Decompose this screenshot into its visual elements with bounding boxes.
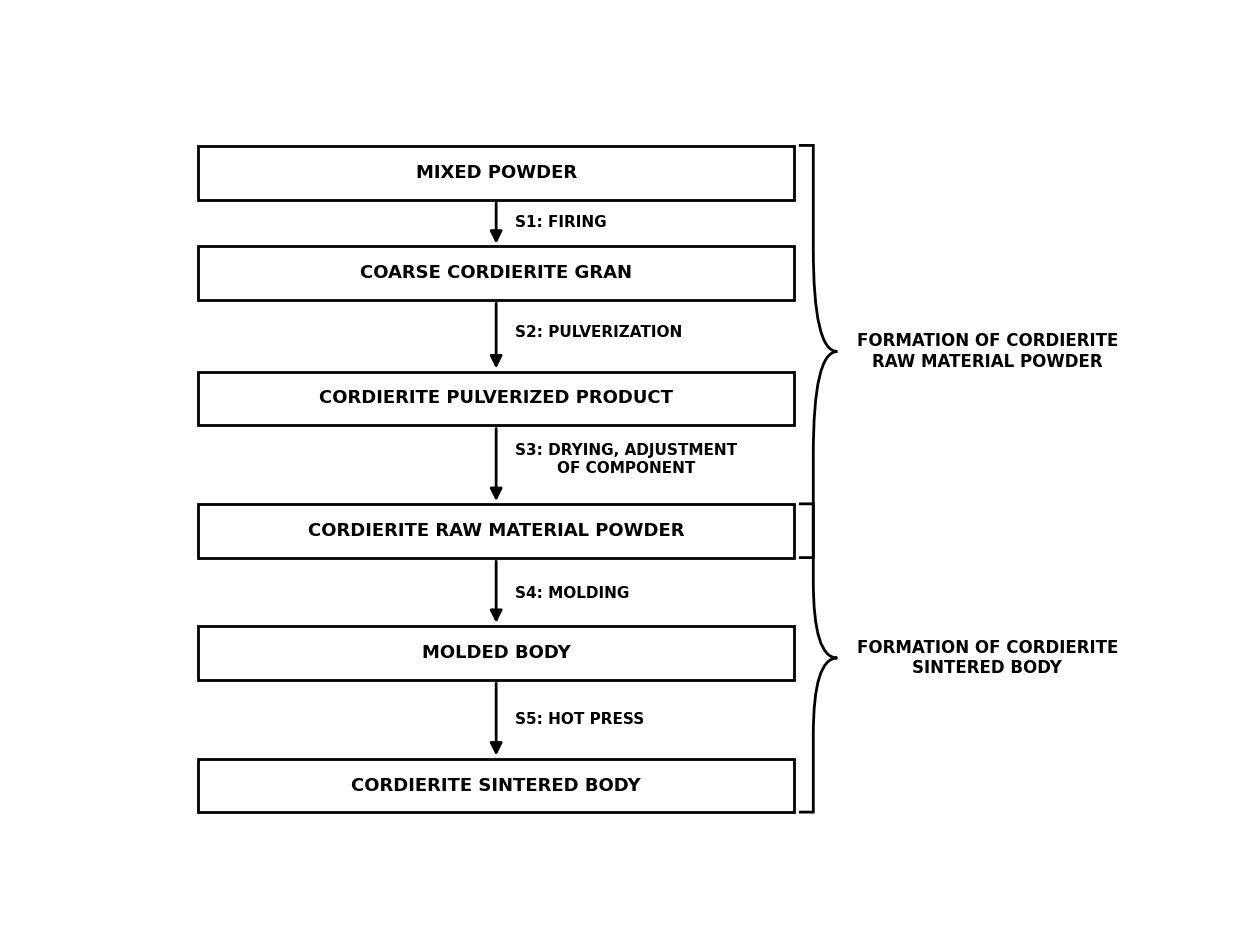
Bar [198, 626, 794, 680]
Bar [198, 371, 794, 425]
Text: COARSE CORDIERITE GRAN: COARSE CORDIERITE GRAN [360, 264, 632, 282]
Bar [198, 505, 794, 558]
Text: S5: HOT PRESS: S5: HOT PRESS [516, 712, 645, 727]
Text: CORDIERITE RAW MATERIAL POWDER: CORDIERITE RAW MATERIAL POWDER [308, 522, 684, 540]
Text: CORDIERITE SINTERED BODY: CORDIERITE SINTERED BODY [351, 776, 641, 794]
Text: MOLDED BODY: MOLDED BODY [422, 644, 570, 662]
Text: FORMATION OF CORDIERITE
RAW MATERIAL POWDER: FORMATION OF CORDIERITE RAW MATERIAL POW… [857, 331, 1118, 371]
Bar [198, 759, 794, 813]
Text: S2: PULVERIZATION: S2: PULVERIZATION [516, 325, 683, 340]
Text: FORMATION OF CORDIERITE
SINTERED BODY: FORMATION OF CORDIERITE SINTERED BODY [857, 639, 1118, 678]
Text: MIXED POWDER: MIXED POWDER [415, 164, 577, 182]
Bar [198, 246, 794, 300]
Text: S1: FIRING: S1: FIRING [516, 215, 608, 230]
Text: S4: MOLDING: S4: MOLDING [516, 586, 630, 600]
Text: S3: DRYING, ADJUSTMENT
OF COMPONENT: S3: DRYING, ADJUSTMENT OF COMPONENT [516, 443, 738, 476]
Bar [198, 146, 794, 199]
Text: CORDIERITE PULVERIZED PRODUCT: CORDIERITE PULVERIZED PRODUCT [319, 389, 673, 408]
